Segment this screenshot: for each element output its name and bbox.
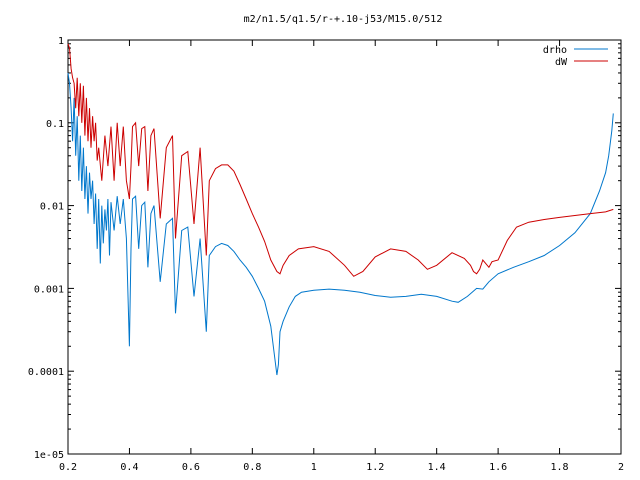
x-tick-label: 1.8: [551, 462, 569, 473]
x-tick-label: 1.6: [489, 462, 507, 473]
y-tick-label: 0.001: [34, 284, 64, 295]
series-line-drho: [67, 72, 614, 376]
chart-title: m2/n1.5/q1.5/r-+.10-j53/M15.0/512: [244, 14, 443, 25]
y-tick-label: 0.01: [40, 202, 64, 213]
x-tick-label: 0.8: [243, 462, 261, 473]
x-tick-label: 0.2: [59, 462, 77, 473]
legend-label: dW: [555, 57, 568, 68]
x-tick-label: 1.4: [428, 462, 446, 473]
x-tick-label: 0.4: [120, 462, 138, 473]
x-tick-label: 1.2: [366, 462, 384, 473]
plot-frame: [67, 39, 622, 455]
x-tick-label: 0.6: [182, 462, 200, 473]
x-axis: 0.2 0.4 0.6 0.8 1 1.2 1.4 1.6 1.8 2: [59, 40, 624, 473]
legend-label: drho: [543, 45, 567, 56]
series-layer: [67, 43, 614, 376]
y-tick-label: 1e-05: [34, 450, 64, 461]
x-tick-label: 1: [311, 462, 317, 473]
y-axis: 1 0.1 0.01 0.001 0.0001 1e-05: [28, 36, 621, 461]
y-tick-label: 0.1: [46, 119, 64, 130]
y-tick-label: 0.0001: [28, 367, 64, 378]
series-line-dw: [67, 43, 614, 277]
x-tick-label: 2: [618, 462, 624, 473]
y-tick-label: 1: [58, 36, 64, 47]
